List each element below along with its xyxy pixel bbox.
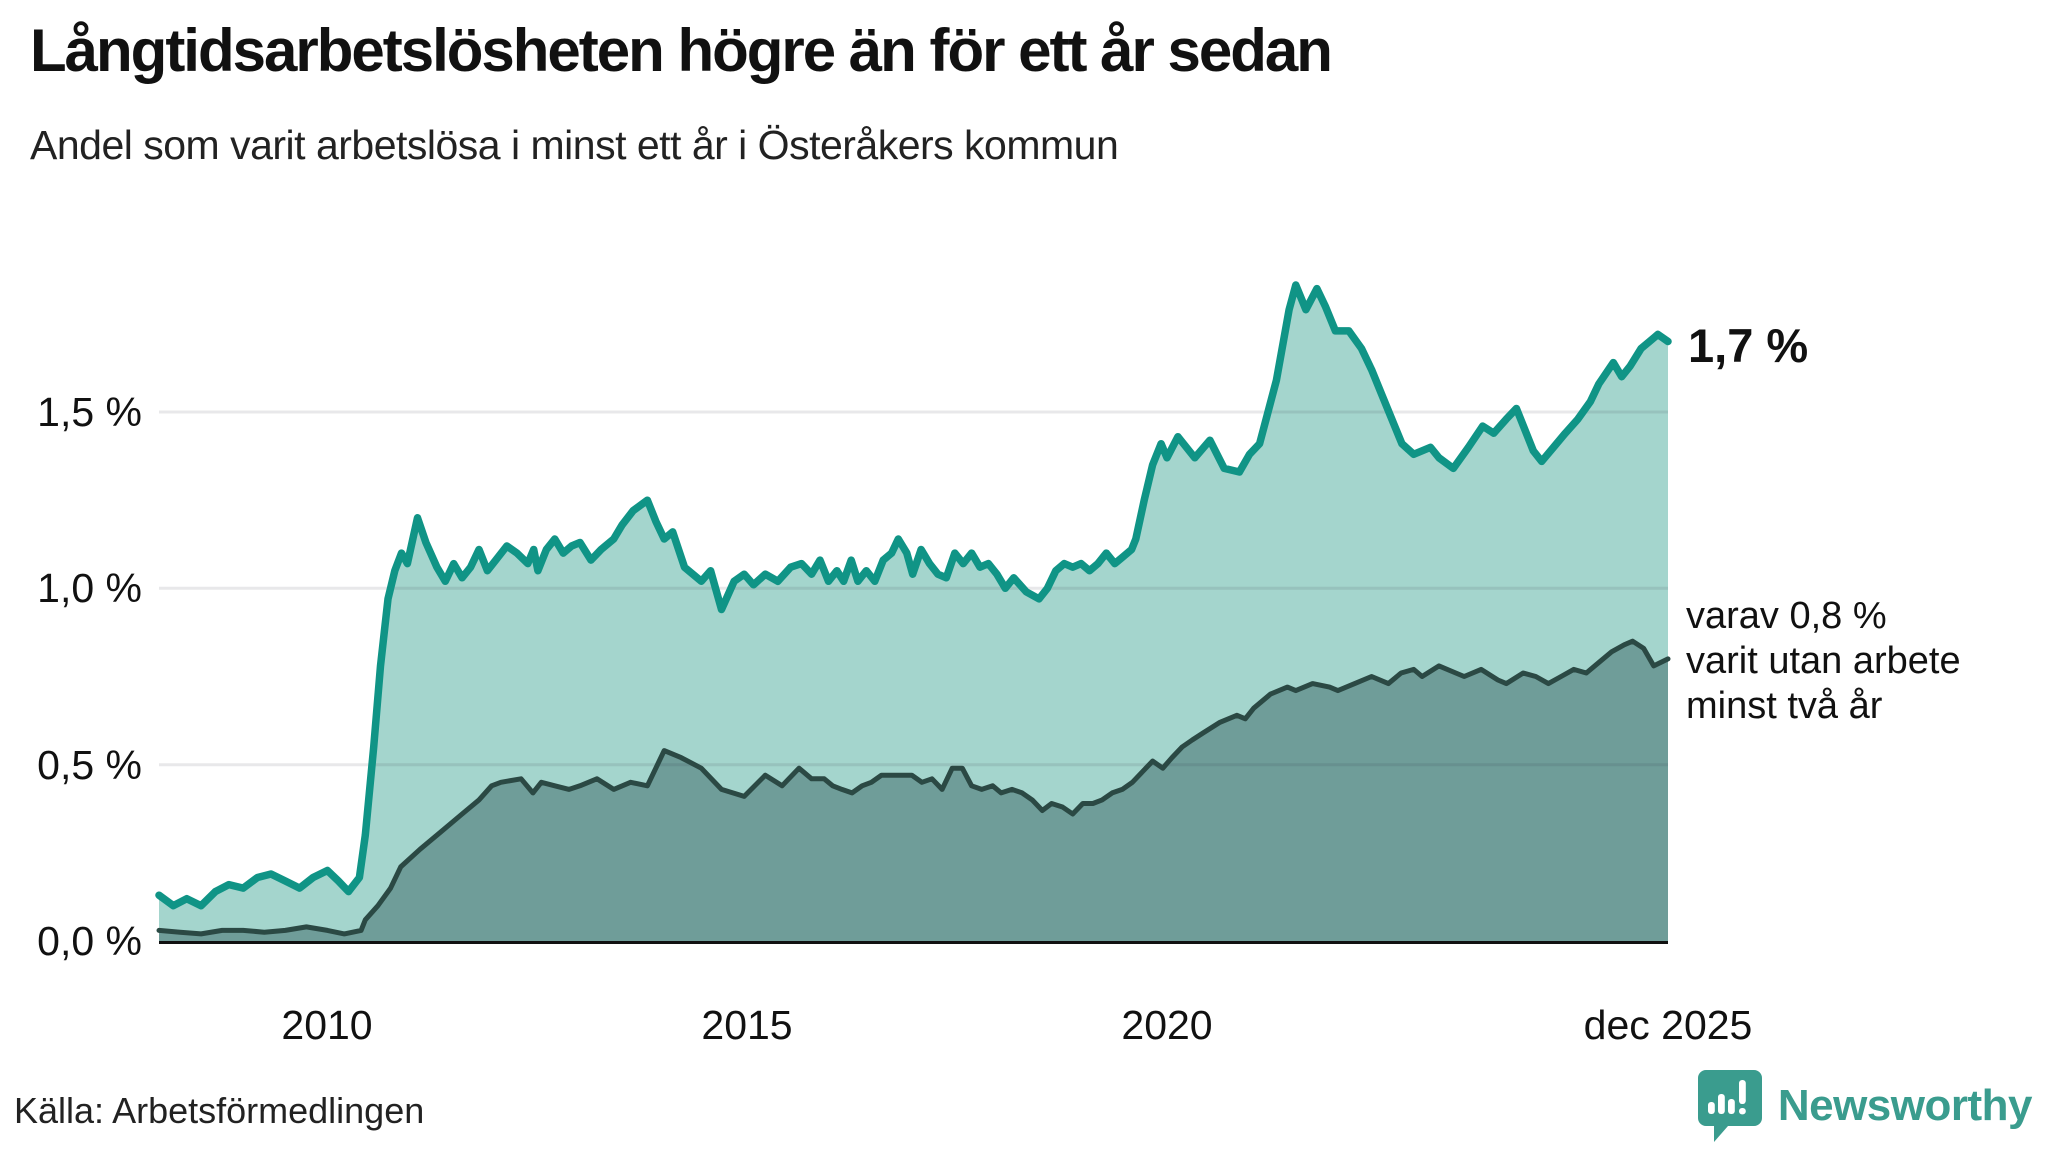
line-minst-ett-ar [155, 281, 1672, 910]
latest-value-label: 1,7 % [1688, 319, 1809, 372]
page-title: Långtidsarbetslösheten högre än för ett … [30, 17, 1333, 84]
y-axis-tick-label: 1,0 % [37, 565, 142, 611]
page-subtitle: Andel som varit arbetslösa i minst ett å… [30, 122, 1119, 168]
x-axis-tick-label: 2020 [1121, 1002, 1213, 1048]
y-axis-tick-label: 0,0 % [37, 918, 142, 964]
line-minst-tva-ar [156, 638, 1671, 937]
x-axis-tick-label: 2015 [701, 1002, 793, 1048]
newsworthy-bubble-icon [1697, 1070, 1762, 1142]
x-axis-tick-label: 2010 [281, 1002, 373, 1048]
newsworthy-logo-text: Newsworthy [1777, 1081, 2033, 1130]
source-credit: Källa: Arbetsförmedlingen [14, 1090, 425, 1131]
newsworthy-logo[interactable]: Newsworthy [1696, 1068, 2033, 1144]
y-axis-tick-label: 1,5 % [37, 389, 142, 435]
annotation-line: varit utan arbete [1686, 640, 1961, 682]
annotation-line: minst två år [1686, 685, 1883, 727]
area-minst-tva-ar [159, 641, 1668, 941]
secondary-series-annotation: varav 0,8 % varit utan arbete minst två … [1686, 594, 1961, 729]
y-axis-tick-label: 0,5 % [37, 742, 142, 788]
annotation-line: varav 0,8 % [1686, 595, 1887, 637]
x-axis-tick-label: dec 2025 [1583, 1002, 1753, 1048]
